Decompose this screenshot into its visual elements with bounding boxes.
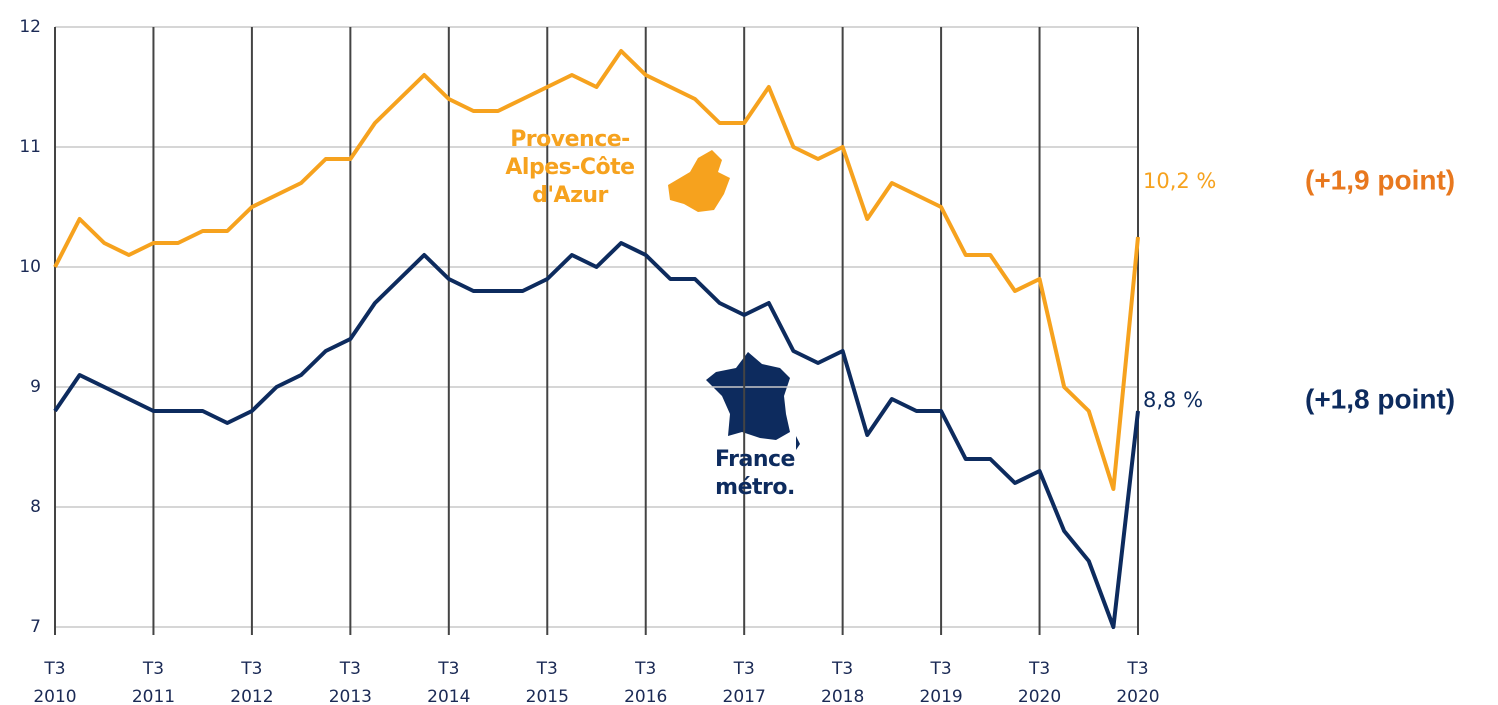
y-tick-label: 12 bbox=[19, 17, 41, 37]
end-value-label: 10,2 % bbox=[1143, 169, 1216, 193]
series-label: Alpes-Côte bbox=[505, 155, 634, 180]
france-map-icon bbox=[706, 352, 800, 450]
x-tick-label: T3 2010 bbox=[33, 659, 76, 705]
x-tick-label: T3 2012 bbox=[230, 659, 273, 705]
series-line bbox=[53, 49, 1140, 491]
y-tick-label: 7 bbox=[30, 617, 41, 637]
change-label: (+1,8 point) bbox=[1305, 383, 1455, 414]
x-tick-label: T3 2015 bbox=[526, 659, 569, 705]
x-tick-label: T3 2014 bbox=[427, 659, 470, 705]
series-label: métro. bbox=[715, 475, 795, 500]
y-tick-label: 8 bbox=[30, 497, 41, 517]
change-label: (+1,9 point) bbox=[1305, 164, 1455, 195]
paca-map-icon bbox=[668, 150, 730, 212]
x-tick-label: T3 2020 bbox=[1116, 659, 1159, 705]
x-tick-label: T3 2018 bbox=[821, 659, 864, 705]
x-tick-label: T3 2013 bbox=[329, 659, 372, 705]
series-line bbox=[53, 241, 1140, 629]
series-label: Provence- bbox=[510, 127, 630, 152]
x-tick-label: T3 2011 bbox=[132, 659, 175, 705]
x-tick-label: T3 2016 bbox=[624, 659, 667, 705]
x-tick-label: T3 2020 bbox=[1018, 659, 1061, 705]
x-tick-label: T3 2019 bbox=[919, 659, 962, 705]
y-tick-label: 11 bbox=[19, 137, 41, 157]
y-tick-label: 9 bbox=[30, 377, 41, 397]
end-value-label: 8,8 % bbox=[1143, 388, 1203, 412]
map-icons bbox=[668, 150, 800, 450]
series-label: d'Azur bbox=[532, 183, 608, 208]
y-tick-label: 10 bbox=[19, 257, 41, 277]
series-label: France bbox=[715, 447, 795, 472]
x-tick-label: T3 2017 bbox=[723, 659, 766, 705]
